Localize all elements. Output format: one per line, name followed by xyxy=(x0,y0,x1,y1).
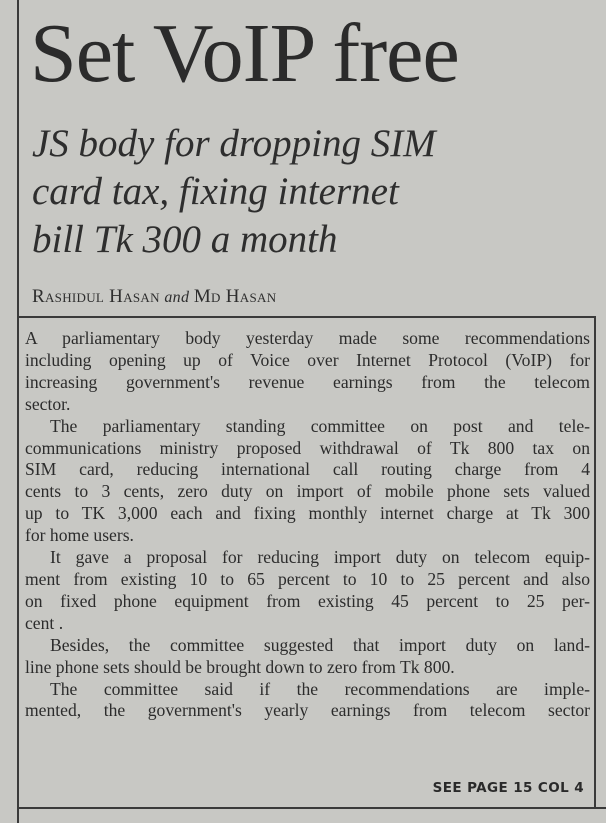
body-line: cent . xyxy=(25,612,64,633)
body-line: up to TK 3,000 each and fixing monthly i… xyxy=(25,503,590,524)
body-line: The committee said if the recommendation… xyxy=(50,678,590,699)
author-name: Rashidul Hasan xyxy=(32,286,160,307)
subhead-line: bill Tk 300 a month xyxy=(32,218,338,261)
subhead-line: JS body for dropping SIM xyxy=(32,122,436,165)
body-line: It gave a proposal for reducing import d… xyxy=(50,547,590,568)
body-line: for home users. xyxy=(25,525,134,546)
body-line: communications ministry proposed withdra… xyxy=(25,437,590,458)
byline-conjunction: and xyxy=(164,289,190,306)
article-body: A parliamentary body yesterday made some… xyxy=(25,328,590,722)
body-line: A parliamentary body yesterday made some… xyxy=(25,328,590,348)
body-line: Besides, the committee suggested that im… xyxy=(50,634,590,655)
byline: Rashidul Hasan and Md Hasan xyxy=(32,286,276,308)
body-line: including opening up of Voice over Inter… xyxy=(25,349,590,370)
divider xyxy=(18,807,606,809)
body-line: ment from existing 10 to 65 percent to 1… xyxy=(25,568,590,589)
body-line: SIM card, reducing international call ro… xyxy=(25,459,590,480)
body-line: sector. xyxy=(25,393,71,414)
subheadline: JS body for dropping SIM card tax, fixin… xyxy=(32,120,592,264)
body-line: line phone sets should be brought down t… xyxy=(25,656,455,677)
column-rule-right xyxy=(594,318,596,808)
body-line: increasing government's revenue earnings… xyxy=(25,371,590,392)
body-line: cents to 3 cents, zero duty on import of… xyxy=(25,481,590,502)
headline: Set VoIP free xyxy=(30,7,460,100)
column-rule-left xyxy=(17,0,19,823)
body-line: mented, the government's yearly earnings… xyxy=(25,700,590,721)
subhead-line: card tax, fixing internet xyxy=(32,170,399,213)
body-line: on fixed phone equipment from existing 4… xyxy=(25,590,590,611)
continuation-note: SEE PAGE 15 COL 4 xyxy=(432,780,584,796)
divider xyxy=(18,316,596,318)
author-name: Md Hasan xyxy=(193,286,277,307)
body-line: The parliamentary standing committee on … xyxy=(50,415,590,436)
